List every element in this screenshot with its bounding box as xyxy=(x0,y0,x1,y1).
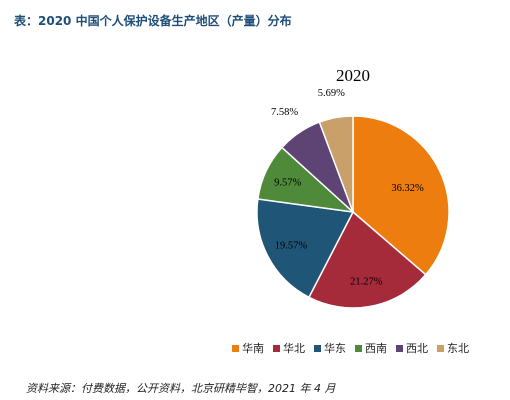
figure-title: 表：2020 中国个人保护设备生产地区（产量）分布 xyxy=(14,14,292,28)
pie-slices xyxy=(256,115,450,309)
slice-label-2: 21.27% xyxy=(350,277,383,288)
legend-item-5: 西北 xyxy=(396,340,428,356)
legend-swatch xyxy=(396,344,403,352)
pie-slice-1 xyxy=(352,115,450,276)
legend-item-3: 华东 xyxy=(314,340,346,356)
slice-label-6: 5.69% xyxy=(318,88,345,99)
legend-item-6: 东北 xyxy=(437,340,469,356)
legend: 华南 华北 华东 西南 西北 东北 xyxy=(232,340,469,356)
legend-swatch xyxy=(437,344,444,352)
chart-title: 2020 xyxy=(336,66,370,85)
legend-swatch xyxy=(314,344,321,352)
source-note: 资料来源：付费数据，公开资料，北京研精毕智，2021 年 4 月 xyxy=(26,382,336,395)
legend-swatch xyxy=(355,344,362,352)
legend-label: 西北 xyxy=(406,342,428,355)
legend-label: 西南 xyxy=(365,342,387,355)
legend-item-1: 华南 xyxy=(232,340,264,356)
pie-labels: 36.32% 21.27% 19.57% 9.57% 7.58% 5.69% xyxy=(271,88,424,288)
slice-label-3: 19.57% xyxy=(275,240,308,251)
legend-swatch xyxy=(232,344,239,352)
slice-label-4: 9.57% xyxy=(274,178,301,189)
legend-swatch xyxy=(273,344,280,352)
slice-label-5: 7.58% xyxy=(271,107,298,118)
legend-item-4: 西南 xyxy=(355,340,387,356)
legend-item-2: 华北 xyxy=(273,340,305,356)
pie-slice-3 xyxy=(256,198,355,299)
pie-slice-6 xyxy=(318,115,354,213)
legend-label: 东北 xyxy=(447,342,469,355)
pie-slice-2 xyxy=(307,210,427,309)
legend-label: 华东 xyxy=(324,342,346,355)
legend-label: 华南 xyxy=(242,342,264,355)
legend-label: 华北 xyxy=(283,342,305,355)
slice-label-1: 36.32% xyxy=(391,183,424,194)
